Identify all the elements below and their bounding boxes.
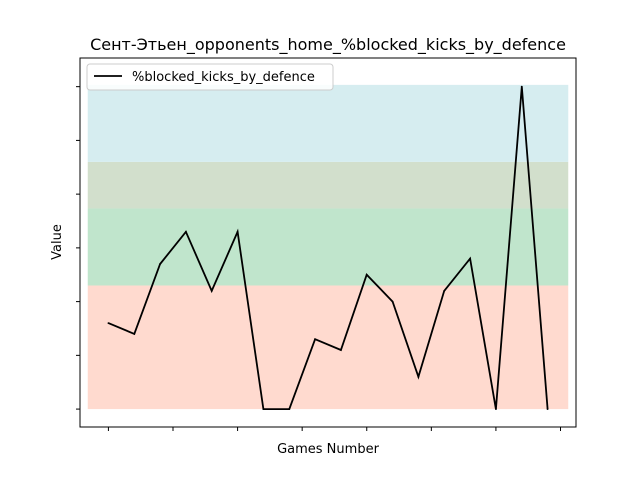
data-point [417,375,420,378]
data-point [469,257,471,260]
data-point [365,273,368,276]
legend: %blocked_kicks_by_defence [86,63,334,91]
data-point [340,349,342,351]
data-point [391,300,394,303]
data-point [443,289,446,292]
legend-box [86,63,334,91]
data-point [210,289,213,292]
background-band-3 [87,161,569,209]
x-ticks [107,427,561,431]
x-axis-label: Games Number [277,442,379,457]
plot-area-frame [79,57,577,428]
chart-title: Сент-Этьен_opponents_home_%blocked_kicks… [90,35,566,55]
data-point [262,408,265,410]
data-point [520,85,523,88]
background-band-2 [87,208,569,286]
series-layer [107,85,549,411]
data-point [133,332,136,335]
data-point [495,408,497,410]
legend-entry-label: %blocked_kicks_by_defence [132,70,315,85]
series-line-1 [108,86,549,411]
y-ticks [76,86,80,410]
data-point [159,263,161,265]
data-point [107,322,110,325]
data-point [546,408,549,410]
data-point [288,408,291,410]
bands-layer [87,84,569,410]
background-band-1 [87,285,569,410]
background-band-4 [87,84,569,162]
data-point [314,338,316,341]
y-axis-label: Value [50,224,65,260]
data-point [236,230,239,233]
data-point [185,230,187,233]
